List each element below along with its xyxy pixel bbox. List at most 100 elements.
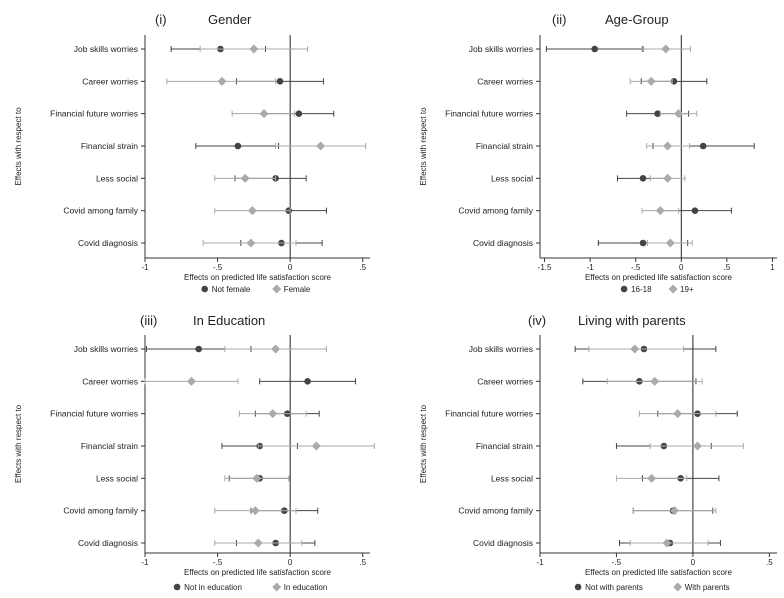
x-axis-label: Effects on predicted life satisfaction s… [585,273,733,282]
legend-label: 16-18 [631,285,652,294]
legend-marker [173,583,181,591]
y-tick-label: Career worries [477,376,533,386]
y-tick-label: Covid diagnosis [473,238,533,248]
y-tick-label: Financial future worries [445,409,533,419]
data-point [699,142,707,150]
legend: Not with parents With parents [574,582,730,592]
x-tick-label: -.5 [631,263,641,272]
series-2 [588,344,744,548]
y-tick-label: Career worries [82,376,138,386]
y-tick-label: Covid among family [458,506,533,516]
data-point [250,506,260,516]
legend: 16-18 19+ [620,284,694,294]
x-tick-label: .5 [359,263,366,272]
data-point [654,110,661,117]
y-tick-label: Financial future worries [50,409,138,419]
series-1 [545,45,755,247]
data-point [253,538,263,548]
x-tick-label: 1 [770,263,775,272]
x-axis-label: Effects on predicted life satisfaction s… [184,273,332,282]
y-tick-label: Job skills worries [469,344,533,354]
y-tick-label: Financial strain [81,441,138,451]
data-point [655,206,665,216]
data-point [247,206,257,216]
data-point [240,173,250,183]
y-tick-label: Career worries [477,76,533,86]
data-point [276,78,284,85]
x-tick-label: -.5 [612,558,622,567]
x-tick-label: -1 [141,558,149,567]
legend-label: Female [284,285,311,294]
x-tick-label: 0 [679,263,684,272]
y-tick-label: Financial strain [81,141,138,151]
data-point [630,344,640,354]
panel-title: Gender [208,12,252,27]
panel-4: (iv) Living with parents Job skills worrie… [419,313,777,592]
legend-marker [620,285,628,293]
panel-label: (iii) [140,313,157,328]
data-point [316,141,326,151]
y-tick-label: Covid among family [63,206,138,216]
data-point [249,44,259,54]
x-tick-label: -1 [141,263,149,272]
legend-label: Not with parents [585,583,643,592]
y-tick-label: Less social [491,473,533,483]
y-axis-label: Effects with respect to [419,107,428,186]
series-2 [166,44,367,248]
y-tick-label: Financial future worries [445,109,533,119]
y-tick-label: Covid diagnosis [473,538,533,548]
panel-label: (i) [155,12,167,27]
legend-marker [668,284,678,294]
data-point [591,45,598,53]
data-point [691,207,699,214]
y-axis-label: Effects with respect to [14,107,23,186]
y-tick-label: Less social [96,173,138,183]
data-point [646,76,656,86]
x-tick-label: -.5 [213,263,223,272]
y-tick-label: Covid among family [458,206,533,216]
legend-label: With parents [685,583,730,592]
x-tick-label: 0 [288,558,293,567]
data-point [639,239,647,247]
y-tick-label: Covid among family [63,506,138,516]
x-tick-label: -.5 [213,558,223,567]
legend-label: Not in education [184,583,242,592]
legend-label: In education [284,583,328,592]
x-tick-label: -1 [536,558,544,567]
data-point [295,110,303,117]
legend-label: 19+ [680,285,694,294]
y-tick-label: Job skills worries [74,44,138,54]
y-tick-label: Covid diagnosis [78,238,138,248]
panel-title: Living with parents [578,313,686,328]
data-point [271,344,281,354]
y-tick-label: Covid diagnosis [78,538,138,548]
x-axis-label: Effects on predicted life satisfaction s… [585,568,733,577]
series-2 [629,44,698,248]
legend-marker [673,582,683,592]
data-point [662,538,672,548]
x-tick-label: -1 [587,263,595,272]
data-point [195,345,203,353]
data-point [246,238,256,248]
y-tick-label: Financial future worries [50,109,138,119]
panel-1: (i) Gender Job skills worries Career worrie… [14,12,370,294]
legend: Not female Female [201,284,311,294]
panel-3: (iii) In Education Job skills worries Caree… [14,313,375,592]
data-point [673,409,683,419]
legend: Not in education In education [173,582,328,592]
x-tick-label: 0 [691,558,696,567]
y-tick-label: Job skills worries [469,44,533,54]
x-tick-label: -1.5 [538,263,552,272]
data-point [311,441,321,451]
data-point [259,109,269,119]
data-point [665,238,675,248]
legend-marker [272,284,282,294]
data-point [304,378,311,385]
data-point [647,473,657,483]
data-point [663,173,673,183]
x-tick-label: .5 [766,558,773,567]
y-tick-label: Job skills worries [74,344,138,354]
data-point [186,376,196,386]
data-point [234,142,242,150]
